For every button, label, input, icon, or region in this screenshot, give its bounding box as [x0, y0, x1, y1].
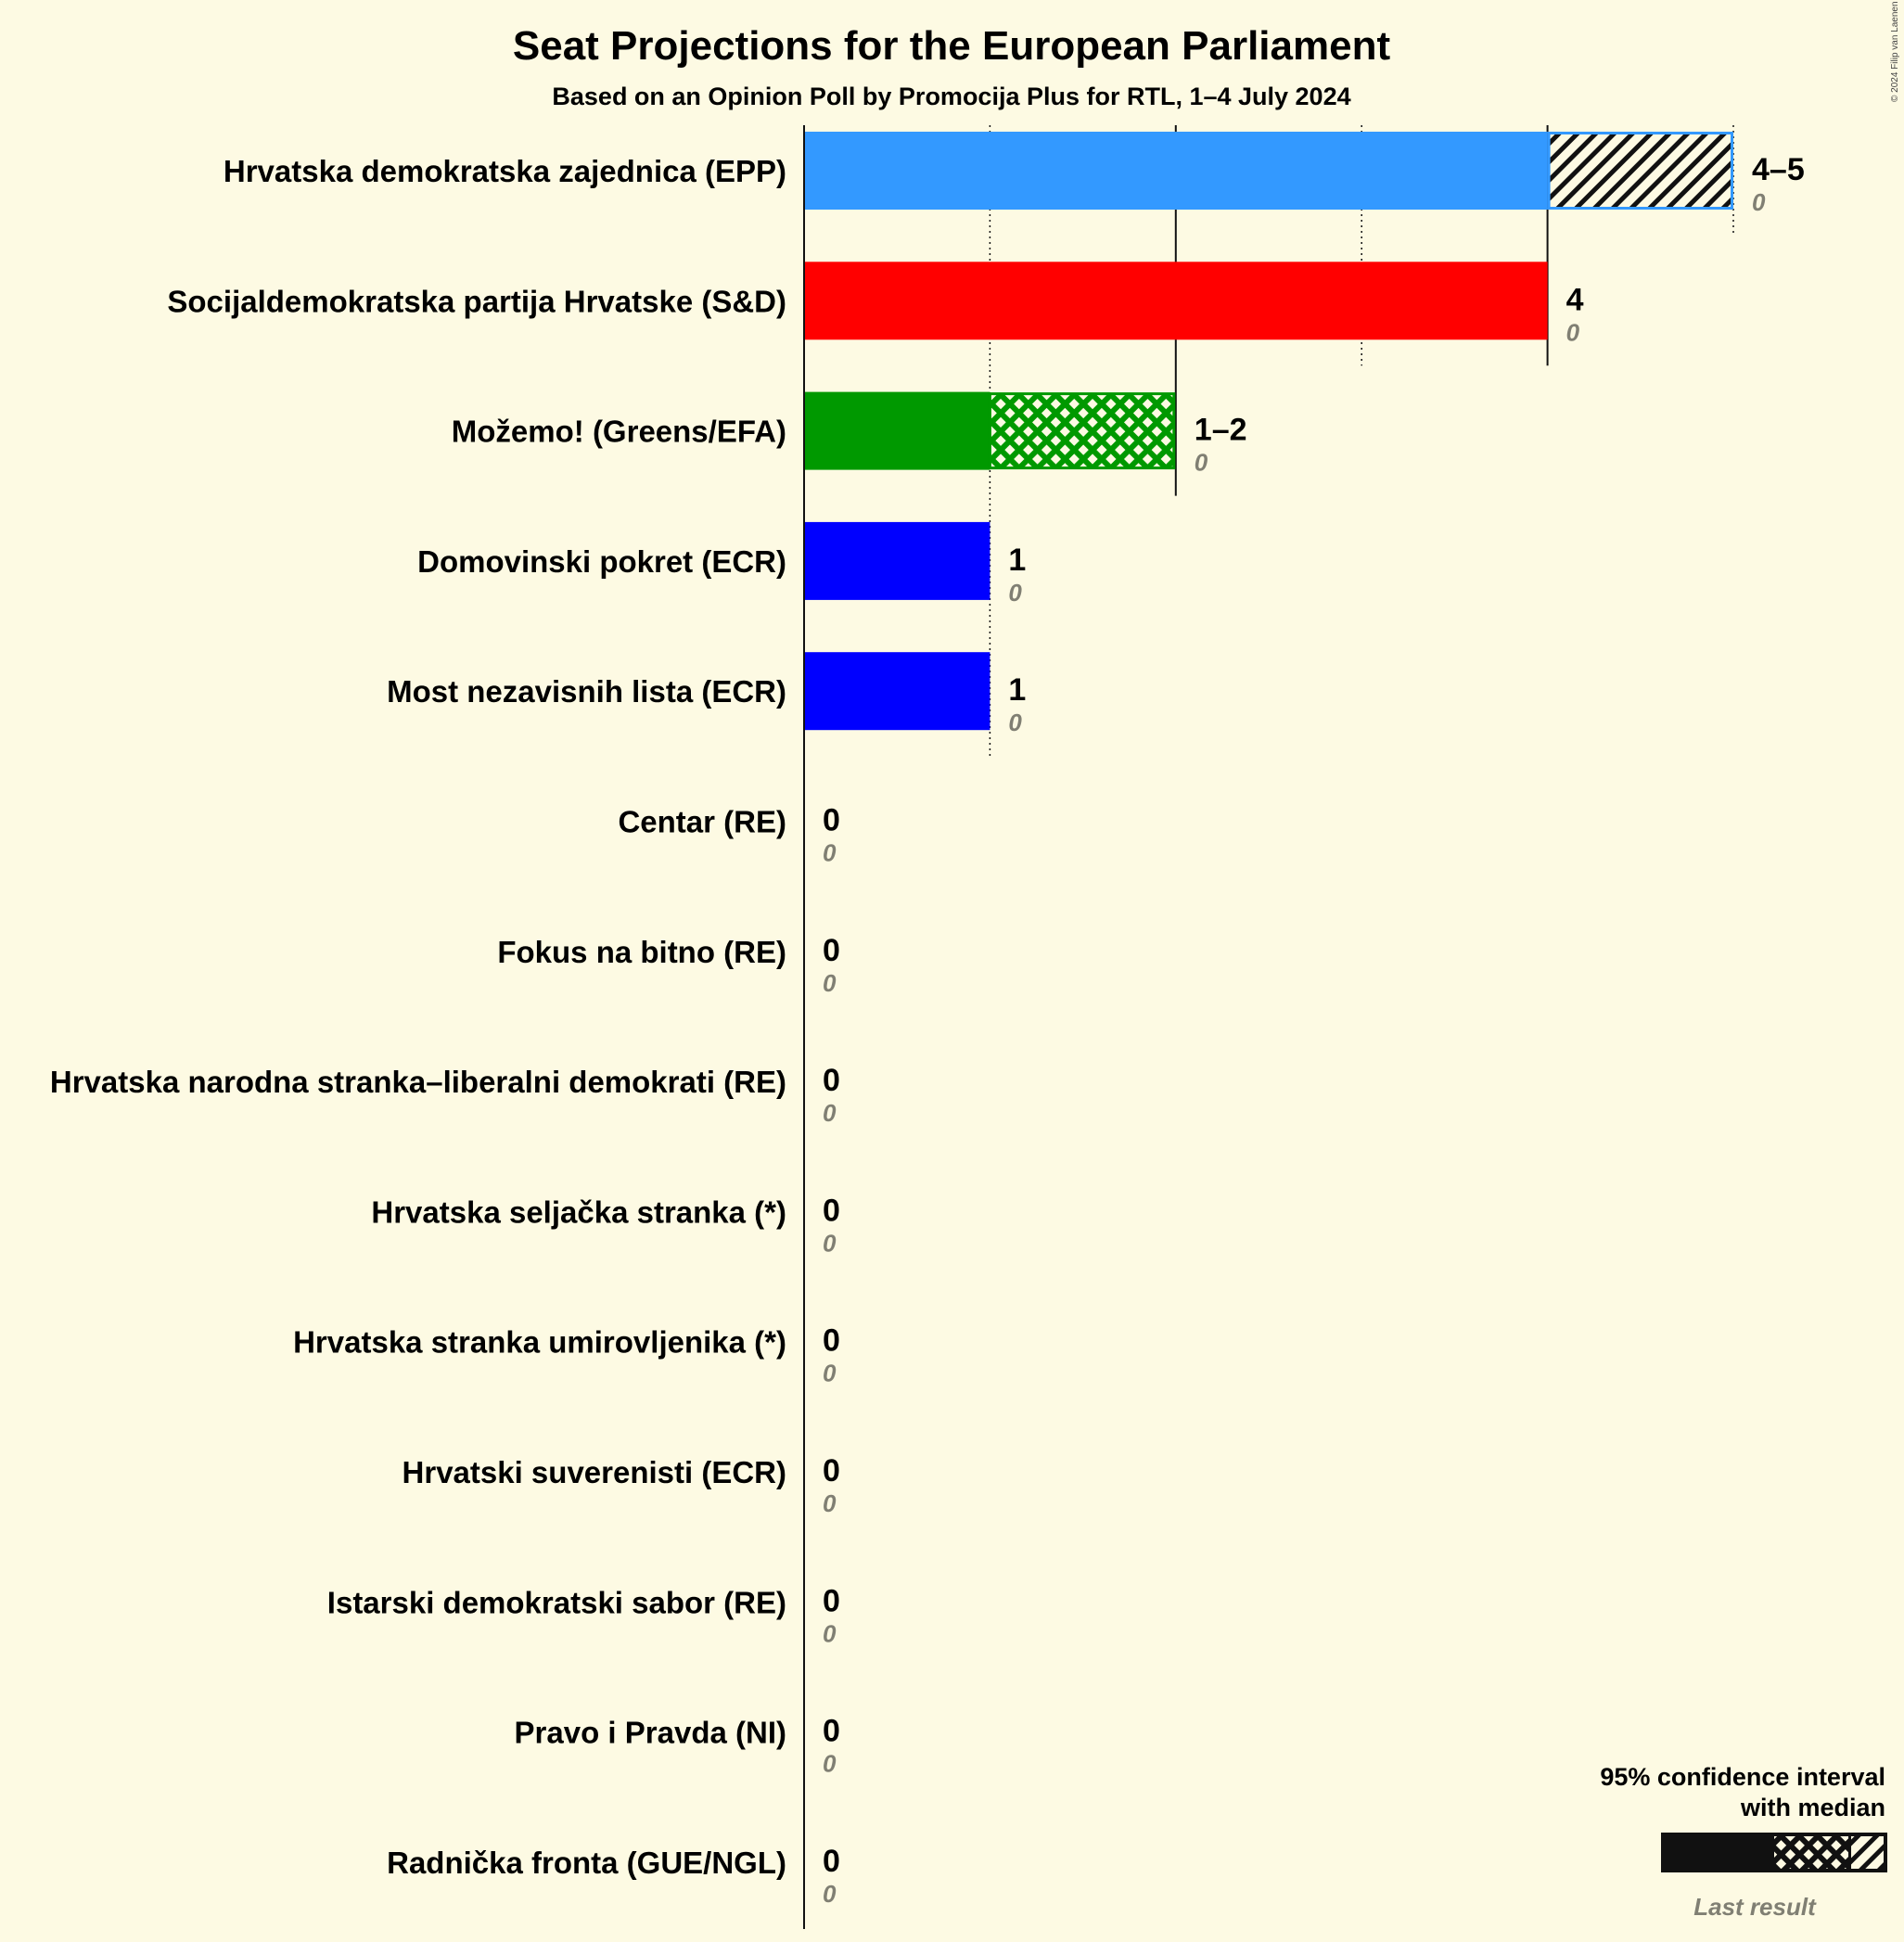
value-label: 0	[823, 1714, 840, 1749]
copyright: © 2024 Filip van Laenen	[1890, 1, 1900, 102]
value-label: 0	[823, 1844, 840, 1879]
last-result-label: 0	[823, 1880, 837, 1908]
last-result-label: 0	[1752, 188, 1766, 216]
last-result-label: 0	[823, 1229, 837, 1257]
party-row: Hrvatska seljačka stranka (*) 00	[371, 1193, 840, 1257]
last-result-label: 0	[1195, 449, 1208, 477]
value-label: 4–5	[1752, 152, 1805, 187]
party-row: Hrvatski suverenisti (ECR) 00	[403, 1453, 840, 1517]
legend-title-line1: 95% confidence interval	[1600, 1763, 1885, 1791]
last-result-label: 0	[823, 1489, 837, 1517]
party-row: Centar (RE) 00	[618, 803, 839, 867]
bar-solid	[804, 132, 1548, 210]
legend-crosshatch	[1774, 1836, 1848, 1869]
party-label: Centar (RE)	[618, 805, 786, 839]
value-label: 0	[823, 1583, 840, 1618]
party-row: Fokus na bitno (RE) 00	[497, 933, 840, 997]
party-row: Istarski demokratski sabor (RE) 00	[327, 1583, 840, 1647]
value-label: 0	[823, 933, 840, 968]
party-label: Most nezavisnih lista (ECR)	[387, 674, 786, 709]
party-row: Hrvatska stranka umirovljenika (*) 00	[293, 1323, 840, 1387]
value-label: 0	[823, 1063, 840, 1098]
last-result-label: 0	[823, 839, 837, 867]
party-label: Fokus na bitno (RE)	[497, 935, 786, 969]
legend: 95% confidence interval with median Last…	[1600, 1763, 1887, 1921]
value-label: 0	[823, 1323, 840, 1359]
bar-solid	[804, 652, 990, 731]
last-result-label: 0	[823, 1750, 837, 1778]
party-row: Hrvatska narodna stranka–liberalni demok…	[50, 1063, 840, 1127]
legend-crosshatch-fill	[1774, 1836, 1848, 1869]
last-result-label: 0	[1566, 318, 1580, 346]
last-result-label: 0	[823, 1360, 837, 1387]
value-label: 4	[1566, 282, 1584, 317]
party-row: Pravo i Pravda (NI) 00	[515, 1714, 840, 1778]
party-row: Radnička fronta (GUE/NGL) 00	[387, 1844, 840, 1908]
party-label: Pravo i Pravda (NI)	[515, 1716, 786, 1750]
legend-last-result-label: Last result	[1693, 1893, 1817, 1921]
chart-title: Seat Projections for the European Parlia…	[513, 23, 1391, 69]
value-label: 0	[823, 1193, 840, 1228]
party-label: Hrvatska narodna stranka–liberalni demok…	[50, 1065, 786, 1099]
chart-subtitle: Based on an Opinion Poll by Promocija Pl…	[552, 83, 1350, 110]
bar-solid	[804, 262, 1548, 340]
legend-diagonal	[1851, 1836, 1884, 1869]
party-row: Most nezavisnih lista (ECR) 10	[387, 652, 1026, 736]
value-label: 0	[823, 803, 840, 838]
party-label: Radnička fronta (GUE/NGL)	[387, 1846, 786, 1880]
party-label: Hrvatski suverenisti (ECR)	[403, 1455, 786, 1489]
party-label: Istarski demokratski sabor (RE)	[327, 1585, 786, 1619]
party-row: Možemo! (Greens/EFA) 1–20	[452, 391, 1247, 477]
party-label: Socijaldemokratska partija Hrvatske (S&D…	[167, 284, 786, 318]
legend-title-line2: with median	[1740, 1794, 1885, 1821]
bar-solid	[804, 391, 990, 470]
last-result-label: 0	[823, 1099, 837, 1127]
last-result-label: 0	[823, 1619, 837, 1647]
last-result-label: 0	[1008, 709, 1022, 736]
value-label: 1–2	[1195, 413, 1247, 448]
party-label: Domovinski pokret (ECR)	[417, 544, 786, 579]
value-label: 0	[823, 1453, 840, 1488]
party-label: Možemo! (Greens/EFA)	[452, 415, 786, 449]
bar-solid	[804, 521, 990, 600]
party-row: Socijaldemokratska partija Hrvatske (S&D…	[167, 262, 1584, 346]
party-label: Hrvatska seljačka stranka (*)	[371, 1195, 786, 1229]
last-result-label: 0	[1008, 579, 1022, 607]
bar-diagonal	[1547, 132, 1733, 210]
value-label: 1	[1008, 543, 1026, 578]
value-label: 1	[1008, 672, 1026, 708]
party-row: Hrvatska demokratska zajednica (EPP) 4–50	[224, 132, 1805, 216]
bar-rows: Hrvatska demokratska zajednica (EPP) 4–50…	[50, 132, 1805, 1908]
party-row: Domovinski pokret (ECR) 10	[417, 521, 1026, 607]
bar-crosshatch	[988, 392, 1176, 470]
last-result-label: 0	[823, 969, 837, 997]
party-label: Hrvatska stranka umirovljenika (*)	[293, 1325, 786, 1360]
party-label: Hrvatska demokratska zajednica (EPP)	[224, 154, 786, 188]
